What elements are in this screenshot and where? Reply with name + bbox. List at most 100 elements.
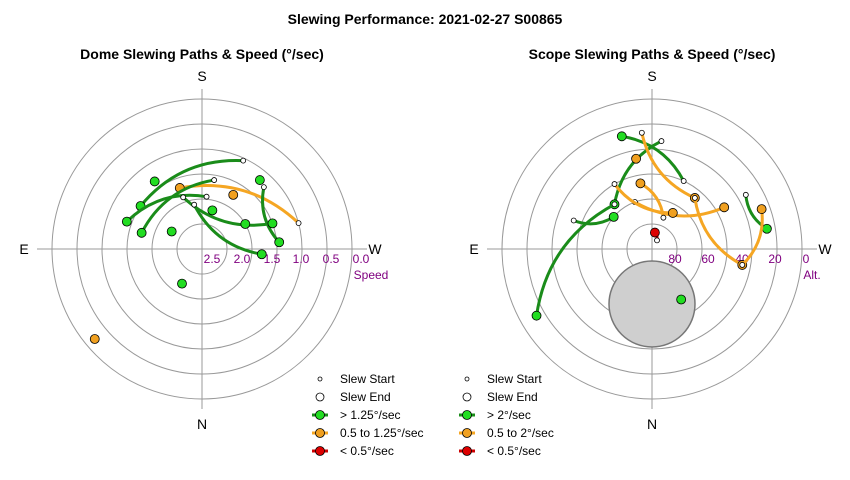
chart-title: Dome Slewing Paths & Speed (°/sec) bbox=[80, 46, 324, 62]
slew-path bbox=[139, 158, 244, 207]
slew-end-marker bbox=[756, 204, 767, 214]
direction-label-top: S bbox=[197, 68, 206, 84]
radial-tick-label: 60 bbox=[701, 252, 715, 266]
slew-start-marker bbox=[570, 217, 577, 224]
slew-end-marker bbox=[635, 178, 646, 189]
slew-start-marker bbox=[638, 129, 645, 136]
slew-end-marker bbox=[240, 219, 251, 229]
legend-marker bbox=[315, 446, 325, 456]
slew-end-marker bbox=[719, 202, 730, 213]
direction-label-left: E bbox=[19, 241, 28, 257]
slew-start-marker bbox=[203, 193, 210, 200]
legend-label: 0.5 to 2°/sec bbox=[487, 426, 554, 440]
legend-marker bbox=[315, 410, 325, 420]
legend-label: Slew End bbox=[487, 390, 538, 404]
slew-path bbox=[621, 134, 686, 182]
slew-start-marker bbox=[611, 181, 618, 187]
legend-marker-start bbox=[464, 376, 470, 382]
radial-tick-label: 2.0 bbox=[234, 252, 251, 266]
slew-start-marker bbox=[611, 201, 618, 208]
scope-polar-chart: Scope Slewing Paths & Speed (°/sec) S N E W 8… bbox=[459, 46, 832, 458]
slew-path bbox=[261, 186, 281, 244]
slew-path bbox=[179, 184, 300, 225]
chart-legend: Slew Start Slew End > 2°/sec 0.5 to 2°/sec <… bbox=[459, 372, 554, 458]
legend-label: > 2°/sec bbox=[487, 408, 531, 422]
slew-end-marker bbox=[649, 227, 660, 238]
chart-legend: Slew Start Slew End > 1.25°/sec 0.5 to 1.25… bbox=[312, 372, 424, 458]
slew-start-marker bbox=[191, 201, 198, 208]
dome-polar-chart: Dome Slewing Paths & Speed (°/sec) S N E W 2.… bbox=[19, 46, 423, 458]
legend-label: Slew Start bbox=[340, 372, 395, 386]
grid-ring bbox=[176, 223, 228, 275]
legend-label: 0.5 to 1.25°/sec bbox=[340, 426, 424, 440]
slew-path bbox=[140, 178, 215, 234]
slew-end-marker bbox=[177, 278, 187, 289]
radial-axis-label: Alt. bbox=[803, 268, 820, 282]
slew-start-marker bbox=[654, 237, 660, 244]
slew-end-marker bbox=[207, 205, 218, 216]
slew-end-marker bbox=[267, 218, 278, 229]
legend-label: > 1.25°/sec bbox=[340, 408, 401, 422]
direction-label-bottom: N bbox=[197, 416, 207, 432]
radial-tick-label: 1.5 bbox=[264, 252, 281, 266]
legend-marker-end bbox=[462, 392, 472, 402]
chart-title: Scope Slewing Paths & Speed (°/sec) bbox=[529, 46, 776, 62]
slew-start-marker bbox=[295, 220, 302, 227]
slew-path bbox=[640, 132, 696, 200]
slew-start-marker bbox=[240, 157, 247, 164]
direction-label-top: S bbox=[647, 68, 656, 84]
slew-end-marker bbox=[149, 176, 160, 187]
slew-end-marker bbox=[166, 226, 177, 237]
slew-path bbox=[613, 139, 663, 205]
legend-label: Slew Start bbox=[487, 372, 542, 386]
slew-end-marker bbox=[531, 310, 542, 321]
slew-path bbox=[535, 202, 616, 316]
legend-label: < 0.5°/sec bbox=[340, 444, 394, 458]
slew-end-marker bbox=[616, 131, 627, 142]
polar-grid bbox=[37, 89, 367, 409]
obstruction-zone bbox=[608, 260, 696, 348]
grid-ring bbox=[76, 123, 328, 375]
slew-end-marker bbox=[228, 189, 239, 200]
legend-marker bbox=[462, 446, 472, 456]
slew-end-marker bbox=[89, 334, 100, 344]
grid-ring bbox=[126, 173, 278, 325]
radial-tick-label: 20 bbox=[768, 252, 782, 266]
slew-end-marker bbox=[254, 175, 265, 185]
radial-tick-label: 80 bbox=[668, 252, 682, 266]
slew-end-marker bbox=[667, 208, 678, 218]
slew-end-marker bbox=[256, 249, 267, 260]
slew-path bbox=[192, 203, 263, 256]
slew-end-marker bbox=[608, 211, 619, 222]
slew-start-marker bbox=[180, 194, 187, 201]
slew-start-marker bbox=[739, 262, 746, 268]
legend-marker bbox=[462, 410, 472, 420]
slew-start-marker bbox=[680, 178, 687, 184]
slew-end-marker bbox=[274, 237, 285, 248]
direction-label-bottom: N bbox=[647, 416, 657, 432]
direction-label-left: E bbox=[469, 241, 478, 257]
legend-label: Slew End bbox=[340, 390, 391, 404]
slew-end-marker bbox=[676, 294, 687, 305]
slew-start-marker bbox=[211, 177, 218, 183]
radial-tick-label: 0.0 bbox=[353, 252, 370, 266]
radial-tick-label: 1.0 bbox=[293, 252, 310, 266]
radial-tick-label: 0 bbox=[803, 252, 810, 266]
legend-marker-end bbox=[315, 392, 325, 402]
figure-title: Slewing Performance: 2021-02-27 S00865 bbox=[288, 11, 563, 27]
slew-path bbox=[125, 193, 207, 223]
slew-path bbox=[693, 197, 743, 267]
direction-label-right: W bbox=[818, 241, 832, 257]
slew-end-marker bbox=[631, 153, 641, 164]
polar-grid bbox=[487, 89, 817, 409]
slew-start-marker bbox=[658, 138, 665, 144]
grid-ring bbox=[526, 123, 778, 375]
slew-path bbox=[613, 183, 673, 215]
legend-marker-start bbox=[317, 376, 323, 382]
slew-end-marker bbox=[136, 227, 147, 238]
radial-tick-label: 2.5 bbox=[204, 252, 221, 266]
slew-start-marker bbox=[742, 191, 749, 198]
slew-start-marker bbox=[691, 195, 698, 201]
direction-label-right: W bbox=[368, 241, 382, 257]
